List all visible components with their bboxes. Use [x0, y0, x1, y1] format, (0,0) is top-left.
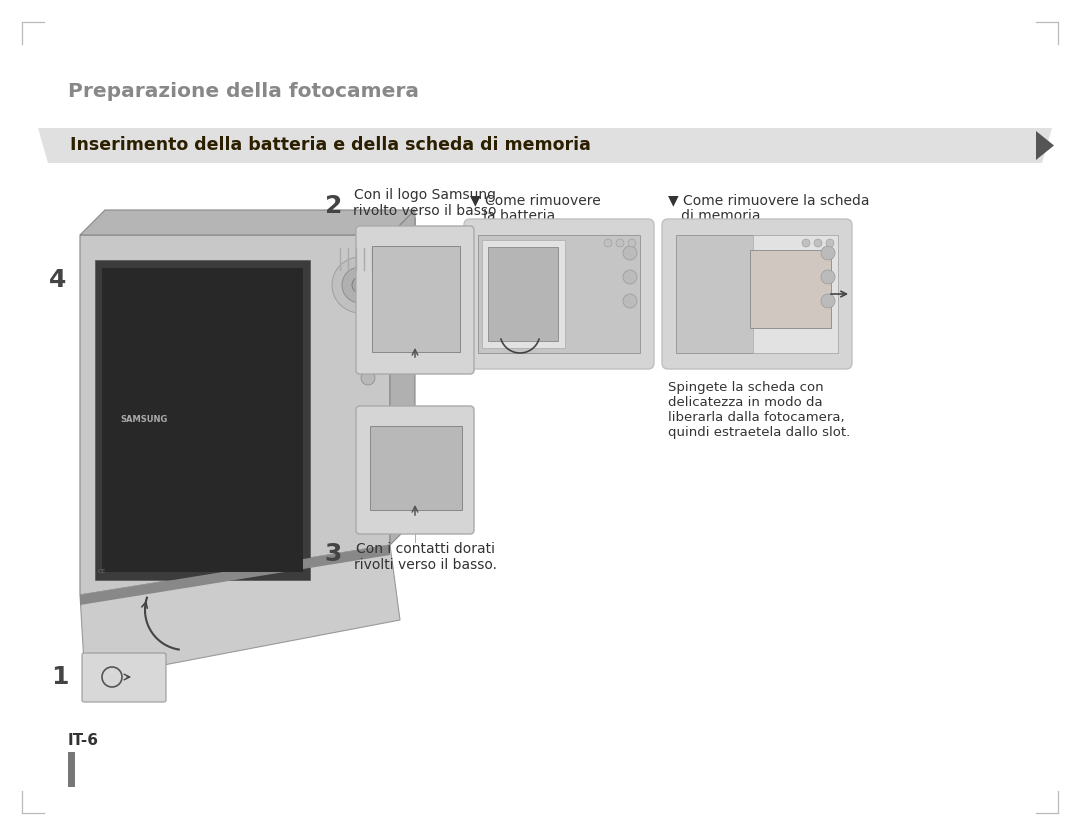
Circle shape	[623, 294, 637, 308]
Text: Spingete la scheda con
delicatezza in modo da
liberarla dalla fotocamera,
quindi: Spingete la scheda con delicatezza in mo…	[669, 381, 850, 439]
Circle shape	[821, 246, 835, 260]
Circle shape	[361, 371, 375, 385]
Polygon shape	[750, 250, 831, 328]
Circle shape	[623, 246, 637, 260]
Text: CE: CE	[98, 569, 106, 574]
Polygon shape	[478, 235, 640, 353]
Text: 4: 4	[50, 268, 67, 292]
Polygon shape	[1036, 131, 1054, 160]
Text: Preparazione della fotocamera: Preparazione della fotocamera	[68, 82, 419, 101]
Text: 3: 3	[325, 542, 342, 566]
Circle shape	[623, 270, 637, 284]
Polygon shape	[38, 128, 1052, 163]
Polygon shape	[102, 268, 303, 572]
Polygon shape	[370, 426, 462, 510]
Text: Con il logo Samsung
rivolto verso il basso: Con il logo Samsung rivolto verso il bas…	[353, 188, 497, 218]
Text: 1: 1	[51, 665, 69, 689]
Polygon shape	[80, 235, 390, 595]
Text: ▼ Come rimuovere: ▼ Come rimuovere	[470, 193, 600, 207]
Polygon shape	[80, 210, 415, 235]
FancyBboxPatch shape	[662, 219, 852, 369]
Polygon shape	[80, 545, 390, 605]
Polygon shape	[390, 210, 415, 545]
Text: ▼ Come rimuovere la scheda: ▼ Come rimuovere la scheda	[669, 193, 869, 207]
Text: la batteria: la batteria	[470, 209, 555, 223]
Circle shape	[814, 239, 822, 247]
Polygon shape	[753, 235, 838, 353]
Circle shape	[802, 239, 810, 247]
Text: Inserimento della batteria e della scheda di memoria: Inserimento della batteria e della sched…	[70, 136, 591, 154]
Text: di memoria: di memoria	[669, 209, 760, 223]
Text: Con i contatti dorati
rivolti verso il basso.: Con i contatti dorati rivolti verso il b…	[353, 542, 497, 572]
Polygon shape	[80, 545, 400, 680]
Polygon shape	[95, 260, 310, 580]
Text: SAMSUNG: SAMSUNG	[120, 416, 167, 424]
Circle shape	[342, 267, 378, 303]
FancyBboxPatch shape	[464, 219, 654, 369]
FancyBboxPatch shape	[82, 653, 166, 702]
Circle shape	[821, 294, 835, 308]
Circle shape	[361, 348, 375, 362]
Bar	[68, 752, 75, 787]
Circle shape	[821, 270, 835, 284]
Polygon shape	[676, 235, 838, 353]
Circle shape	[361, 323, 375, 337]
Circle shape	[627, 239, 636, 247]
Text: IT-6: IT-6	[68, 733, 99, 748]
Circle shape	[604, 239, 612, 247]
Circle shape	[332, 257, 388, 313]
FancyBboxPatch shape	[356, 226, 474, 374]
Circle shape	[352, 277, 368, 293]
Text: 2: 2	[325, 194, 342, 218]
Polygon shape	[482, 240, 565, 348]
Circle shape	[826, 239, 834, 247]
FancyBboxPatch shape	[356, 406, 474, 534]
Polygon shape	[488, 247, 558, 341]
Circle shape	[616, 239, 624, 247]
Polygon shape	[372, 246, 460, 352]
